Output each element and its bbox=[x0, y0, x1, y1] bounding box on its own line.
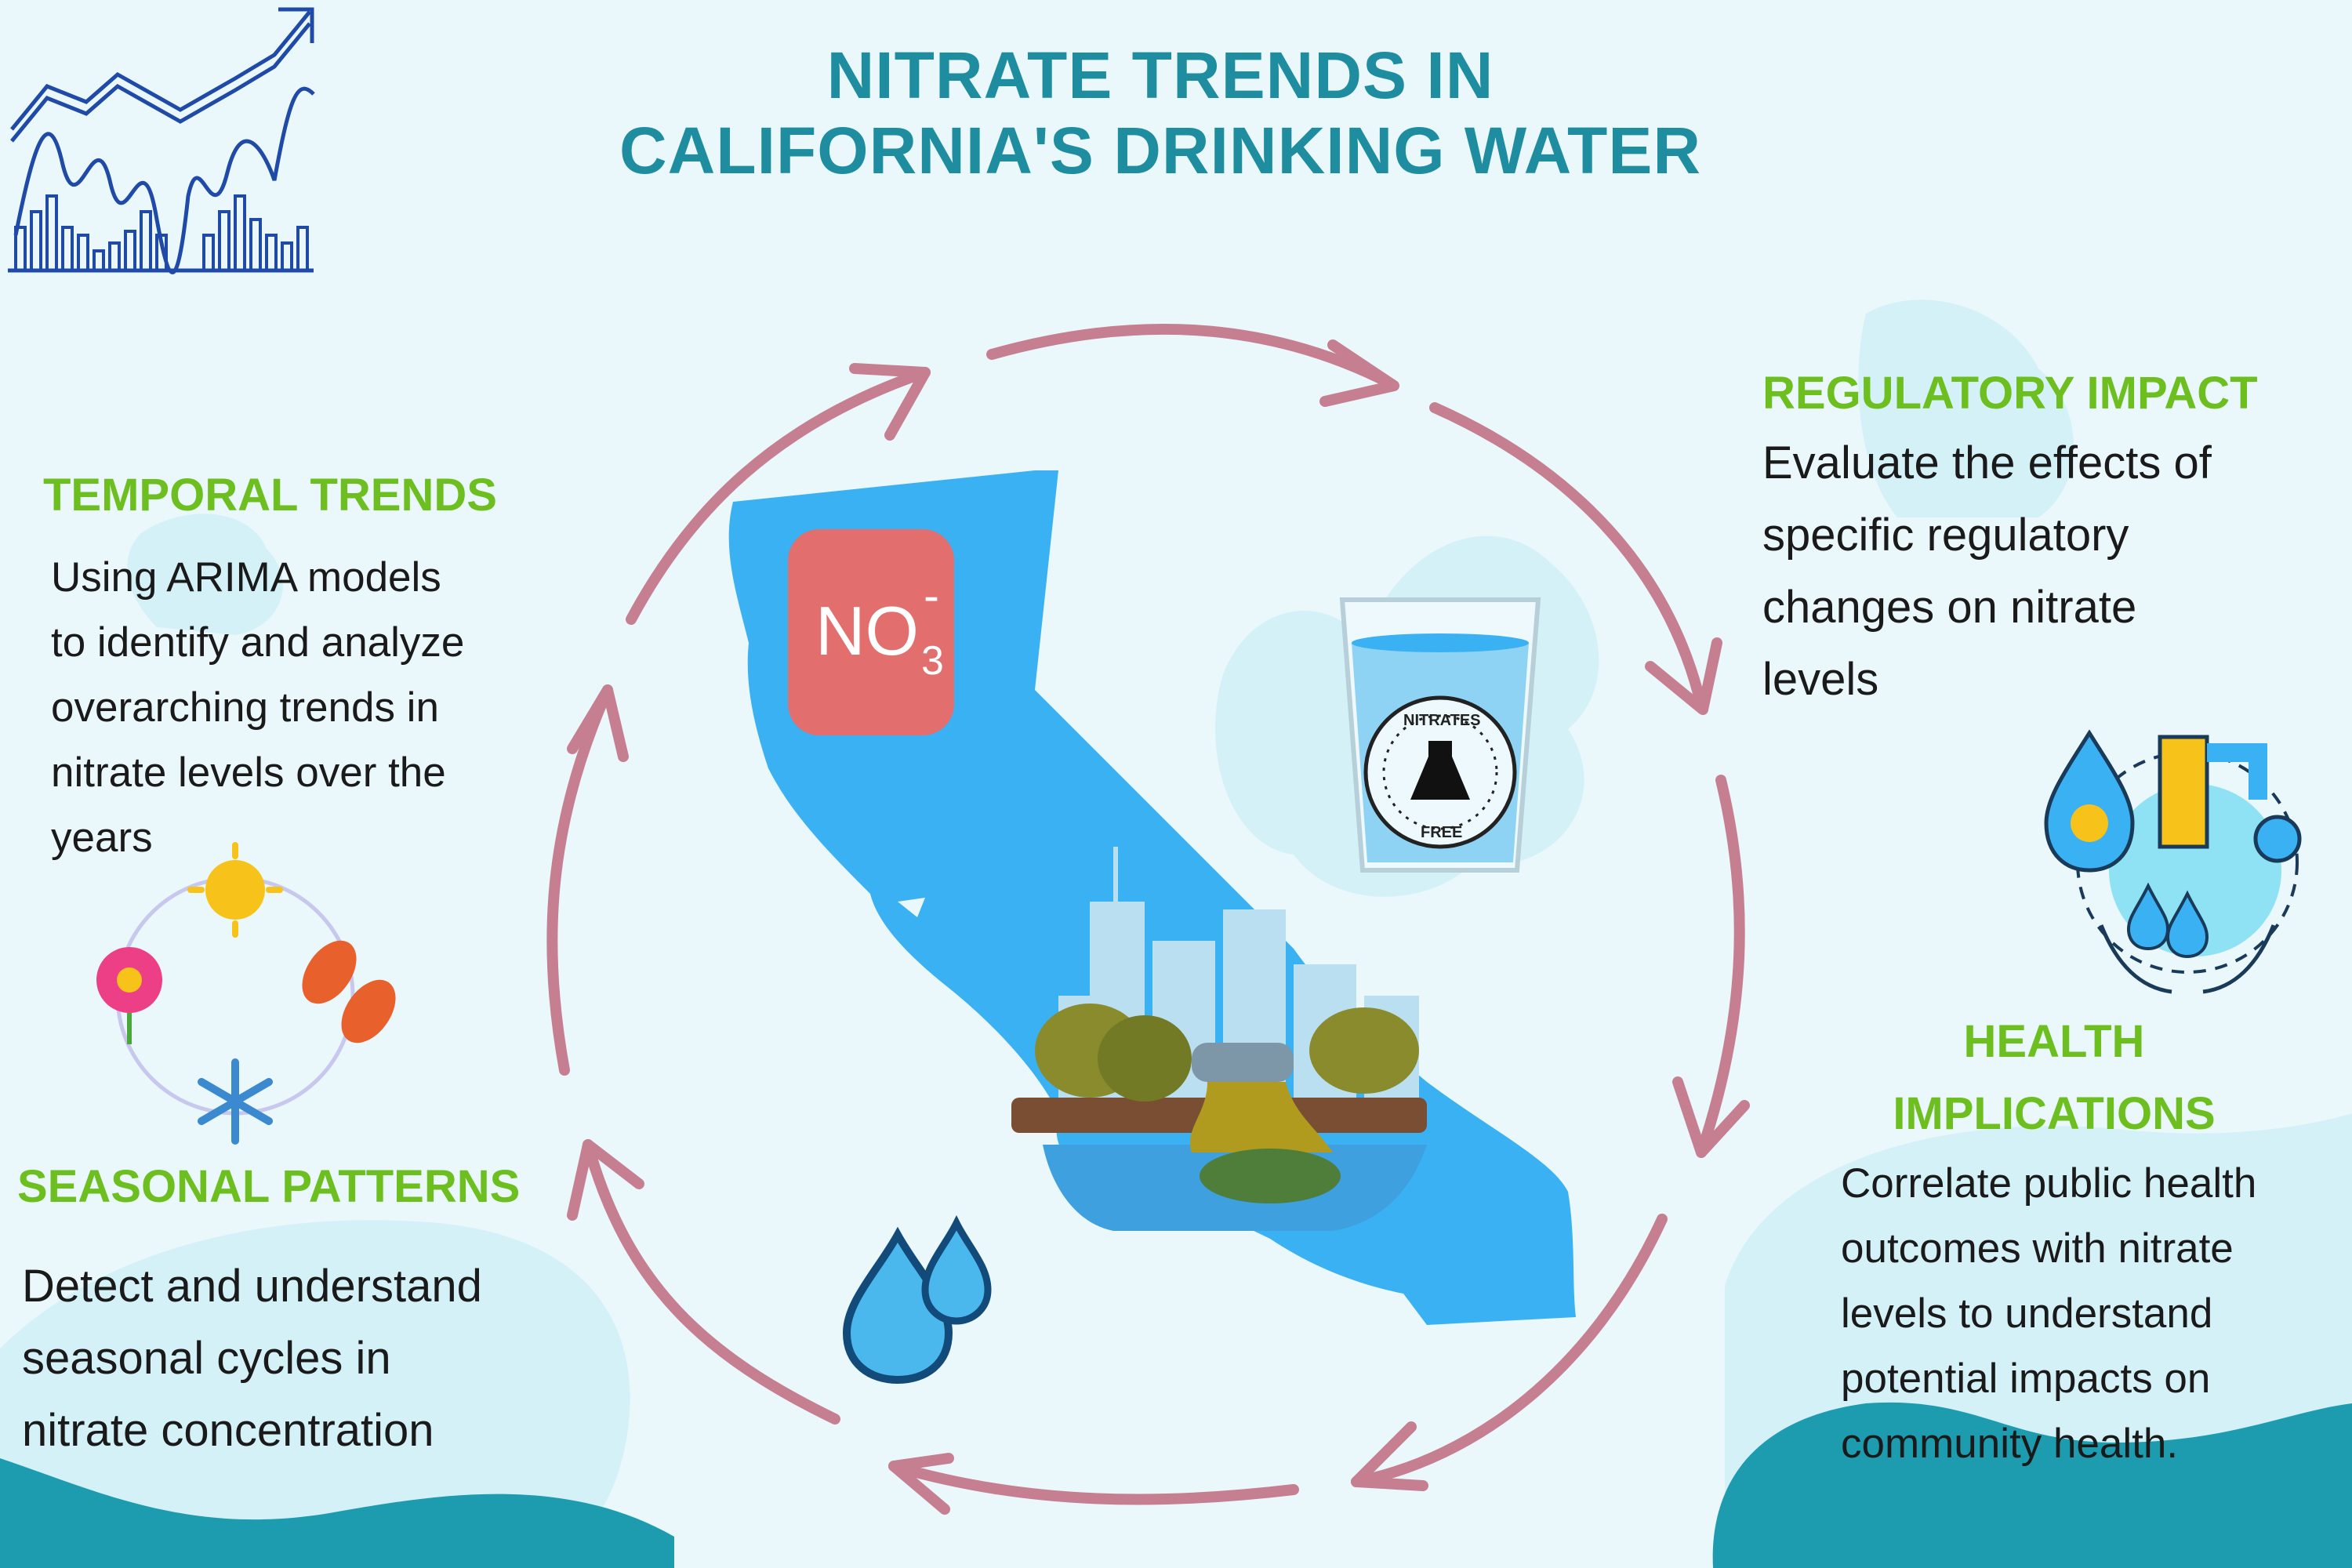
no3-main: NO bbox=[815, 592, 919, 670]
health-implications-text: Correlate public health outcomes with ni… bbox=[1841, 1151, 2256, 1476]
glass-badge-bottom: FREE bbox=[1421, 824, 1462, 841]
chart-icon bbox=[8, 7, 315, 274]
title-line-1: NITRATE TRENDS IN bbox=[826, 38, 1494, 112]
arrow-top bbox=[986, 323, 1397, 390]
flower-icon bbox=[96, 947, 162, 1044]
temporal-line-2: to identify and analyze bbox=[51, 619, 465, 666]
no3-subscript: 3 bbox=[921, 638, 944, 684]
water-glass-icon: NITRATES FREE bbox=[1339, 597, 1541, 873]
arrow-bottom bbox=[888, 1461, 1299, 1505]
leaves-icon bbox=[302, 940, 396, 1044]
temporal-trends-text: Using ARIMA models to identify and analy… bbox=[51, 545, 464, 870]
regulatory-line-3: changes on nitrate bbox=[1762, 582, 2137, 633]
regulatory-line-2: specific regulatory bbox=[1762, 510, 2129, 561]
snowflake-icon bbox=[198, 1058, 273, 1145]
arrow-left bbox=[546, 684, 613, 1076]
seasons-cycle-icon bbox=[96, 842, 396, 1145]
seasonal-line-3: nitrate concentration bbox=[22, 1405, 434, 1456]
arrow-lower-right bbox=[1351, 1214, 1668, 1487]
glass-badge-top: NITRATES bbox=[1403, 712, 1481, 729]
regulatory-impact-text: Evaluate the effects of specific regulat… bbox=[1762, 427, 2212, 716]
page-title: NITRATE TRENDS IN CALIFORNIA'S DRINKING … bbox=[439, 38, 1882, 188]
temporal-line-4: nitrate levels over the bbox=[51, 750, 446, 796]
regulatory-line-4: levels bbox=[1762, 654, 1879, 705]
health-heading-line-1: HEALTH bbox=[1963, 1016, 2145, 1067]
health-heading-line-2: IMPLICATIONS bbox=[1893, 1088, 2216, 1139]
cycle-arrows bbox=[546, 323, 1750, 1515]
seasonal-patterns-heading: SEASONAL PATTERNS bbox=[17, 1161, 521, 1212]
polluted-river-icon bbox=[1011, 1004, 1427, 1231]
regulatory-line-1: Evaluate the effects of bbox=[1762, 437, 2212, 488]
water-management-icon bbox=[2044, 729, 2302, 994]
water-drops-icon bbox=[842, 1214, 992, 1385]
bottom-waves bbox=[0, 1402, 2352, 1568]
arrow-lower-left bbox=[583, 1139, 840, 1425]
seasonal-patterns-text: Detect and understand seasonal cycles in… bbox=[22, 1250, 482, 1467]
temporal-trends-heading: TEMPORAL TRENDS bbox=[43, 470, 497, 521]
seasonal-line-2: seasonal cycles in bbox=[22, 1333, 391, 1384]
health-implications-heading: HEALTH IMPLICATIONS bbox=[1866, 1006, 2242, 1150]
health-line-2: outcomes with nitrate bbox=[1841, 1225, 2234, 1272]
temporal-line-3: overarching trends in bbox=[51, 684, 439, 731]
arrow-right bbox=[1696, 775, 1745, 1158]
arrow-upper-right bbox=[1429, 402, 1707, 711]
title-line-2: CALIFORNIA'S DRINKING WATER bbox=[619, 114, 1702, 187]
health-line-5: community health. bbox=[1841, 1421, 2179, 1467]
health-line-1: Correlate public health bbox=[1841, 1160, 2257, 1207]
no3-superscript: - bbox=[924, 569, 939, 622]
no3-badge-icon: NO 3 - bbox=[788, 529, 954, 735]
sun-icon bbox=[205, 860, 265, 920]
temporal-line-1: Using ARIMA models bbox=[51, 554, 441, 601]
health-line-3: levels to understand bbox=[1841, 1290, 2213, 1337]
health-line-4: potential impacts on bbox=[1841, 1356, 2211, 1402]
regulatory-impact-heading: REGULATORY IMPACT bbox=[1762, 368, 2258, 419]
arrow-upper-left bbox=[626, 367, 931, 625]
seasonal-line-1: Detect and understand bbox=[22, 1261, 482, 1312]
temporal-line-5: years bbox=[51, 815, 153, 861]
